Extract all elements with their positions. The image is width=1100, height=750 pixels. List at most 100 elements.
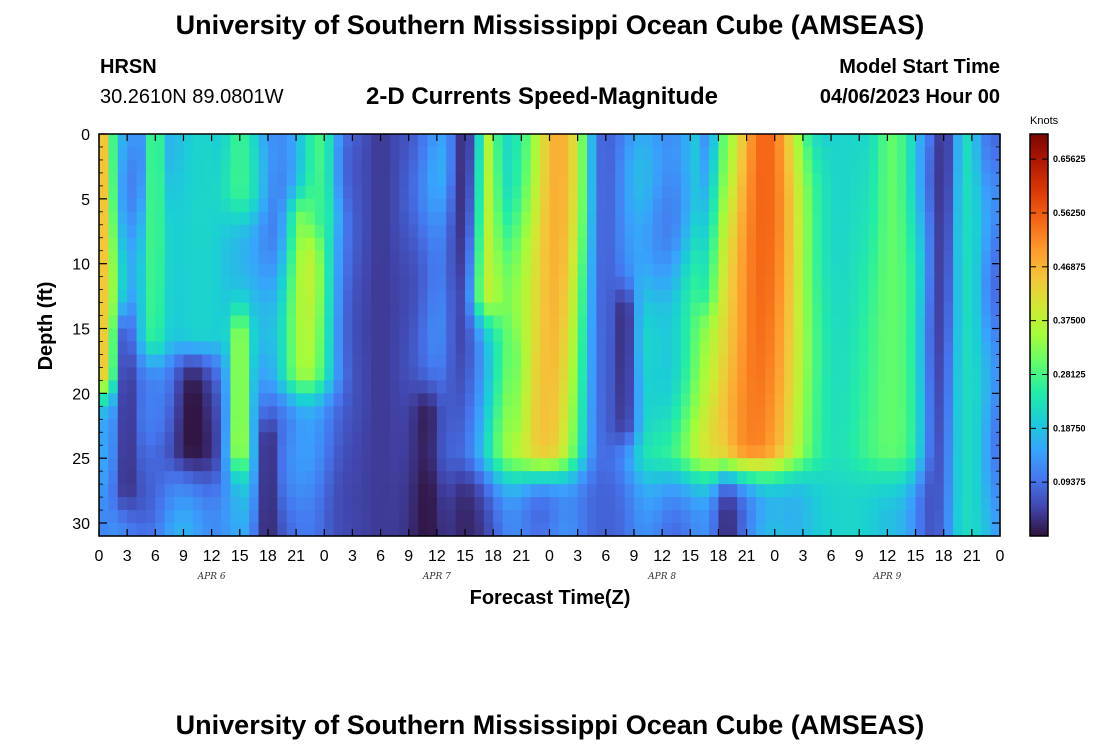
- heatmap-cell: [943, 302, 954, 317]
- heatmap-cell: [221, 341, 231, 356]
- heatmap-cell: [943, 224, 954, 239]
- heatmap-cell: [906, 432, 917, 446]
- heatmap-cell: [990, 497, 1001, 511]
- heatmap-cell: [831, 497, 842, 511]
- heatmap-cell: [511, 302, 522, 317]
- heatmap-cell: [915, 445, 926, 459]
- heatmap-cell: [821, 328, 832, 343]
- heatmap-cell: [605, 367, 616, 381]
- heatmap-cell: [587, 302, 598, 317]
- heatmap-cell: [108, 484, 119, 498]
- heatmap-cell: [136, 497, 147, 511]
- heatmap-cell: [831, 224, 842, 239]
- heatmap-cell: [746, 484, 757, 498]
- heatmap-cell: [643, 263, 654, 278]
- x-tick-label: 15: [456, 548, 474, 565]
- heatmap-cell: [615, 432, 626, 446]
- heatmap-cell: [709, 523, 720, 537]
- heatmap-cell: [727, 354, 738, 369]
- heatmap-cell: [117, 263, 128, 278]
- heatmap-cell: [371, 354, 382, 369]
- heatmap-cell: [981, 276, 992, 291]
- heatmap-cell: [784, 224, 795, 239]
- heatmap-cell: [436, 419, 447, 433]
- heatmap-cell: [314, 146, 325, 161]
- heatmap-cell: [755, 458, 766, 472]
- heatmap-cell: [990, 198, 1001, 213]
- heatmap-cell: [221, 315, 231, 330]
- heatmap-cell: [305, 263, 316, 278]
- heatmap-cell: [117, 328, 128, 343]
- heatmap-cell: [136, 211, 147, 226]
- heatmap-cell: [877, 224, 888, 239]
- heatmap-cell: [399, 198, 410, 213]
- heatmap-cell: [680, 419, 691, 433]
- heatmap-cell: [793, 237, 804, 252]
- heatmap-cell: [493, 354, 504, 369]
- heatmap-cell: [389, 419, 400, 433]
- heatmap-cell: [446, 354, 457, 369]
- heatmap-cell: [831, 523, 842, 537]
- heatmap-cell: [530, 276, 541, 291]
- heatmap-cell: [211, 224, 222, 239]
- heatmap-cell: [427, 172, 438, 187]
- heatmap-cell: [605, 354, 616, 369]
- x-tick-label: 6: [151, 548, 160, 565]
- heatmap-cell: [145, 471, 156, 485]
- heatmap-cell: [737, 250, 748, 265]
- heatmap-cell: [540, 172, 551, 187]
- heatmap-cell: [230, 263, 241, 278]
- heatmap-cell: [418, 172, 429, 187]
- heatmap-cell: [812, 393, 823, 407]
- heatmap-cell: [802, 289, 813, 304]
- heatmap-cell: [493, 276, 504, 291]
- heatmap-cell: [174, 237, 185, 252]
- heatmap-cell: [558, 134, 569, 148]
- heatmap-cell: [877, 250, 888, 265]
- heatmap-cell: [521, 224, 532, 239]
- heatmap-cell: [765, 419, 776, 433]
- heatmap-cell: [511, 146, 522, 161]
- heatmap-cell: [230, 510, 241, 524]
- heatmap-cell: [436, 289, 447, 304]
- heatmap-cell: [108, 250, 119, 265]
- heatmap-cell: [333, 146, 344, 161]
- heatmap-cell: [577, 432, 588, 446]
- heatmap-cell: [371, 484, 382, 498]
- heatmap-cell: [145, 497, 156, 511]
- heatmap-cell: [887, 237, 898, 252]
- heatmap-cell: [549, 510, 560, 524]
- heatmap-cell: [793, 341, 804, 356]
- heatmap-cell: [521, 354, 532, 369]
- heatmap-cell: [840, 458, 851, 472]
- heatmap-cell: [493, 134, 504, 148]
- heatmap-cell: [474, 224, 485, 239]
- heatmap-cell: [117, 406, 128, 420]
- heatmap-cell: [361, 406, 372, 420]
- colorbar-label: 0.18750: [1053, 423, 1086, 433]
- heatmap-cell: [746, 172, 757, 187]
- heatmap-cell: [699, 315, 710, 330]
- heatmap-cell: [117, 224, 128, 239]
- heatmap-cell: [709, 276, 720, 291]
- heatmap-cell: [699, 289, 710, 304]
- heatmap-cell: [333, 315, 344, 330]
- heatmap-cell: [746, 289, 757, 304]
- heatmap-cell: [202, 237, 213, 252]
- heatmap-cell: [380, 510, 391, 524]
- x-tick-label: 3: [798, 548, 807, 565]
- heatmap-cell: [455, 315, 466, 330]
- heatmap-cell: [906, 380, 917, 394]
- heatmap-cell: [699, 406, 710, 420]
- heatmap-cell: [314, 276, 325, 291]
- heatmap-cell: [587, 328, 598, 343]
- heatmap-cell: [164, 302, 175, 317]
- heatmap-cell: [164, 263, 175, 278]
- heatmap-cell: [145, 445, 156, 459]
- heatmap-cell: [821, 497, 832, 511]
- heatmap-cell: [380, 484, 391, 498]
- heatmap-cell: [605, 471, 616, 485]
- heatmap-cell: [802, 146, 813, 161]
- heatmap-cell: [380, 172, 391, 187]
- heatmap-cell: [587, 185, 598, 200]
